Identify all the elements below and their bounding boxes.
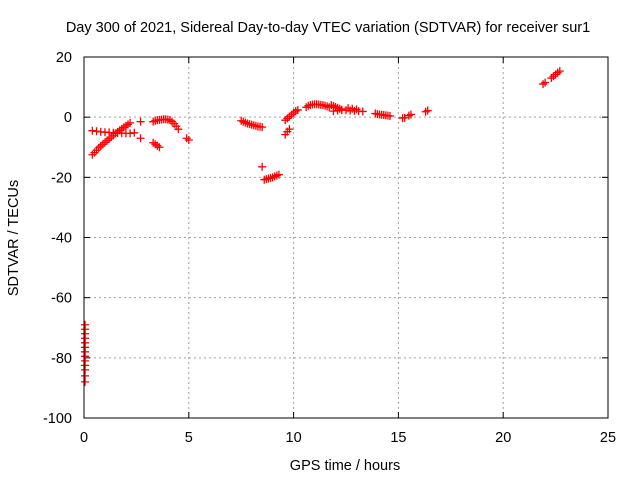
data-point [258, 162, 267, 171]
y-tick-label: -40 [51, 231, 72, 247]
chart-title: Day 300 of 2021, Sidereal Day-to-day VTE… [66, 20, 590, 36]
data-point [100, 138, 109, 147]
data-points [81, 67, 564, 386]
data-point [406, 110, 415, 119]
axis-ticks: 0 5 10 15 20 25 20 0 -20 -40 -60 -80 -100 [43, 50, 616, 446]
data-point [136, 117, 145, 126]
data-point [174, 125, 183, 134]
y-tick-label: -80 [51, 351, 72, 367]
y-axis-label: SDTVAR / TECUs [6, 180, 22, 296]
y-tick-label: -60 [51, 291, 72, 307]
data-point [103, 136, 112, 145]
data-point [81, 377, 90, 386]
x-tick-label: 15 [390, 430, 406, 446]
data-point [274, 170, 283, 179]
x-tick-label: 10 [286, 430, 302, 446]
data-point [541, 78, 550, 87]
data-point [155, 143, 164, 152]
data-point [130, 128, 139, 137]
data-point [423, 106, 432, 115]
data-point [285, 125, 294, 134]
data-point [107, 133, 116, 142]
data-point [358, 107, 367, 116]
data-point [555, 67, 564, 76]
y-tick-label: 0 [64, 110, 72, 126]
plot-frame [83, 56, 609, 419]
x-tick-label: 20 [495, 430, 511, 446]
x-tick-label: 25 [600, 430, 616, 446]
x-tick-label: 5 [185, 430, 193, 446]
data-point [400, 113, 409, 122]
data-point [136, 134, 145, 143]
data-point [88, 150, 97, 159]
x-tick-label: 0 [80, 430, 88, 446]
data-point [352, 105, 361, 114]
data-point [553, 68, 562, 77]
data-point [96, 142, 105, 151]
data-point [291, 107, 300, 116]
data-point [421, 107, 430, 116]
data-point [547, 74, 556, 83]
y-tick-label: 20 [56, 50, 72, 66]
y-tick-label: -20 [51, 170, 72, 186]
data-point [539, 80, 548, 89]
data-point [283, 114, 292, 123]
data-point [184, 136, 193, 145]
x-axis-label: GPS time / hours [290, 458, 400, 474]
data-point [386, 111, 395, 120]
data-point [285, 112, 294, 121]
grid [84, 57, 608, 418]
y-tick-label: -100 [43, 411, 72, 427]
data-point [293, 105, 302, 114]
data-point [126, 118, 135, 127]
data-point [549, 72, 558, 81]
data-point [258, 123, 267, 132]
data-point [149, 117, 158, 126]
data-point [182, 134, 191, 143]
data-point [165, 116, 174, 125]
data-point [270, 172, 279, 181]
data-point [98, 140, 107, 149]
data-point [281, 116, 290, 125]
data-point [241, 118, 250, 127]
